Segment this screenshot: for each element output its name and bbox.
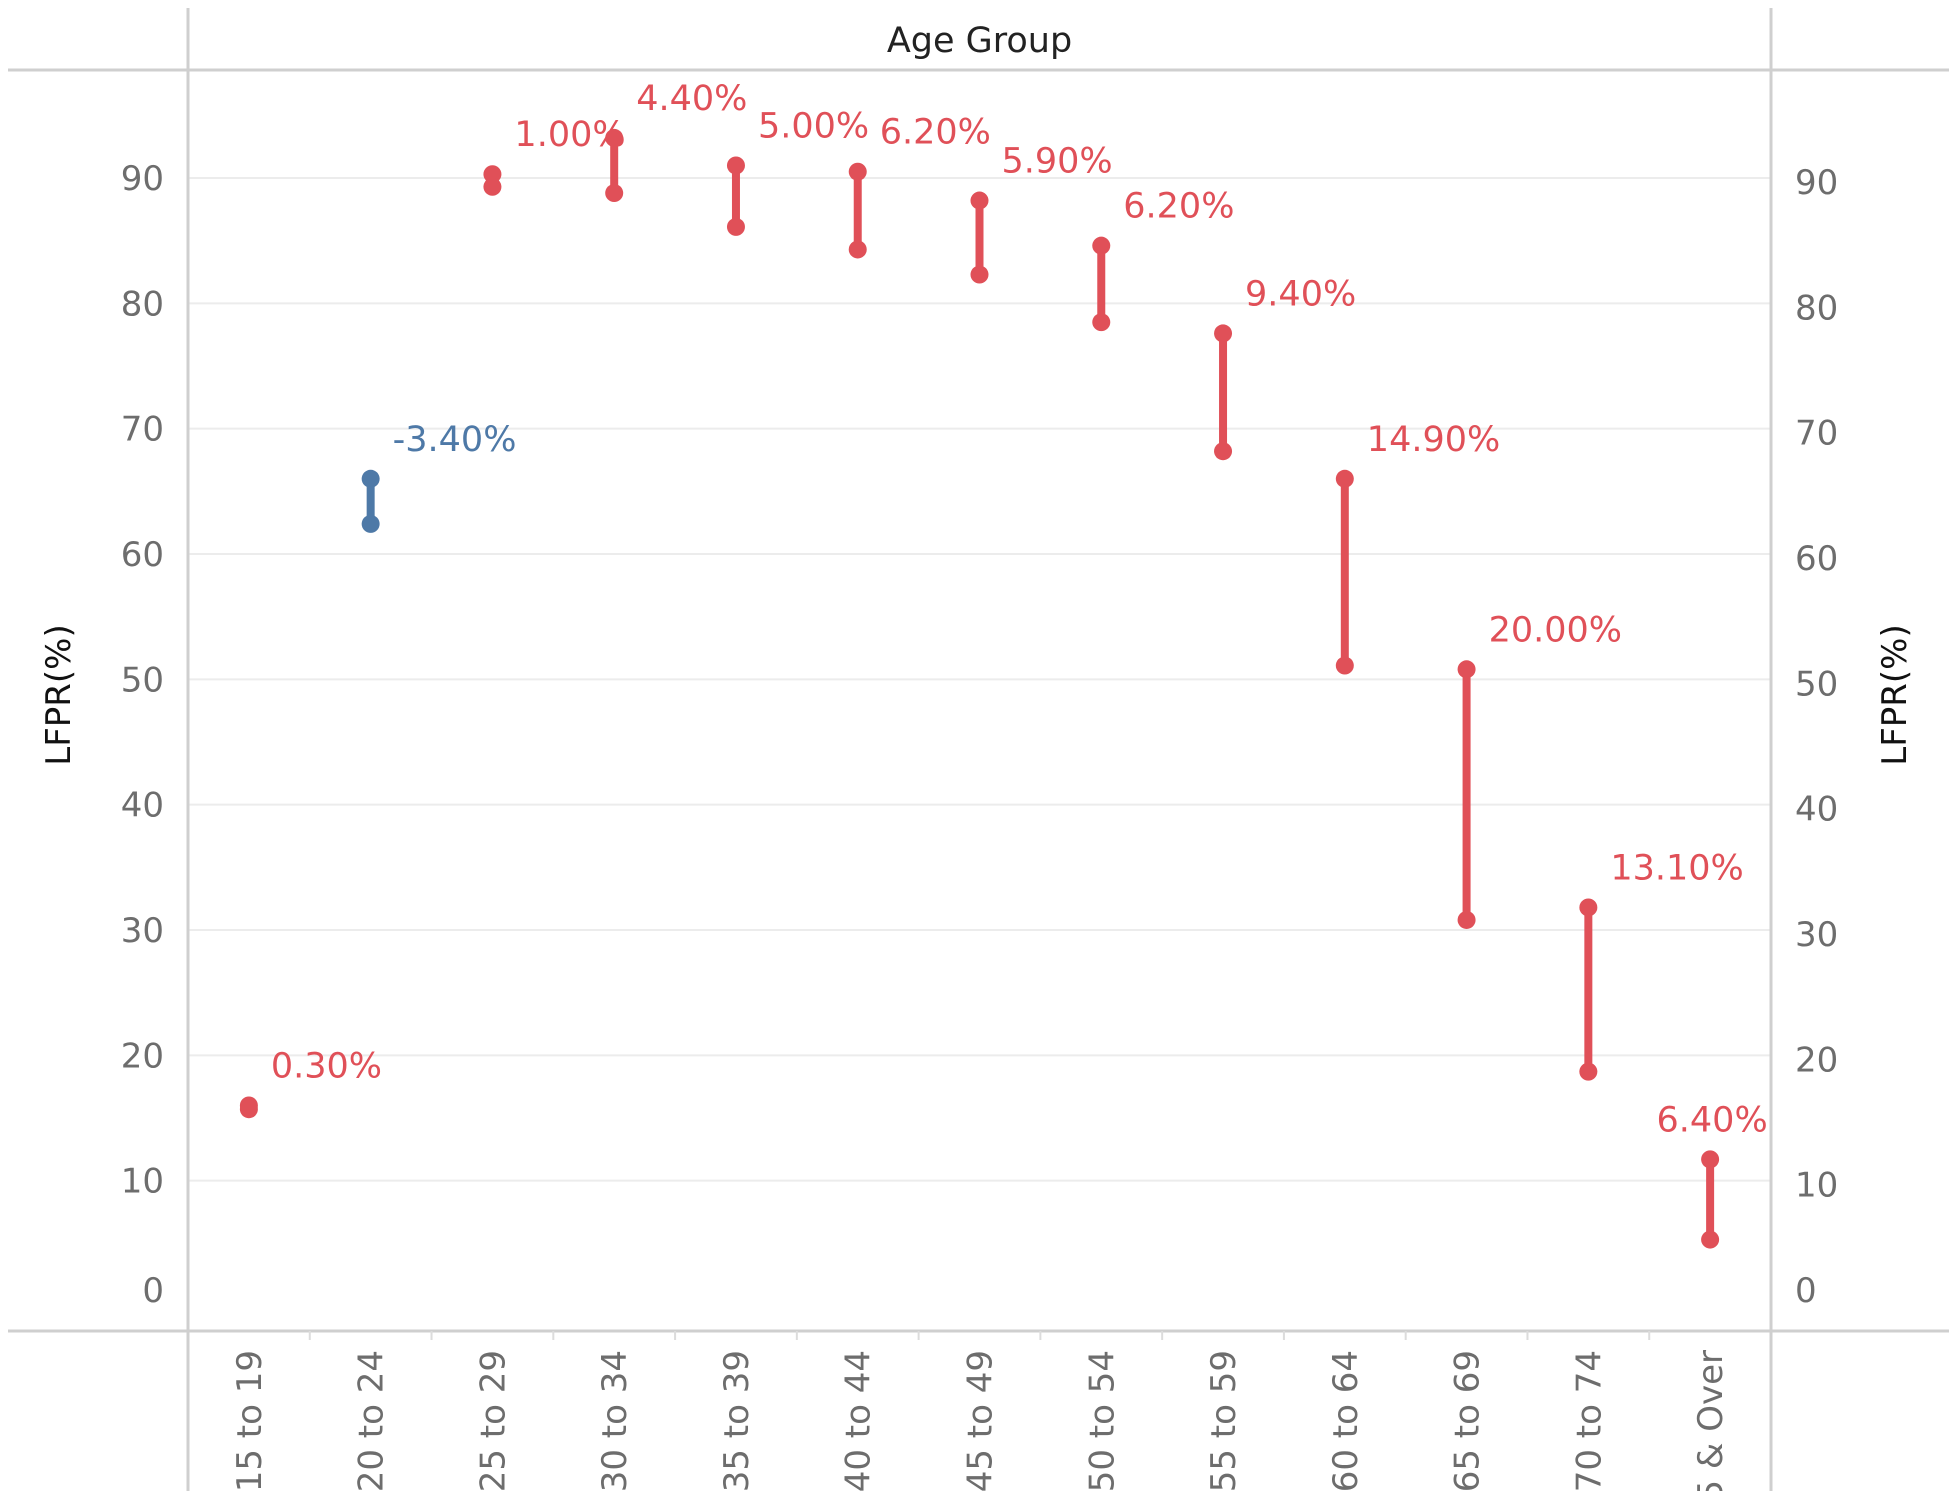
lower-point: [970, 265, 989, 284]
y-tick-label-right: 30: [1795, 915, 1838, 955]
y-tick-label-right: 0: [1795, 1271, 1817, 1311]
x-tick-label: 45 to 49: [961, 1350, 1001, 1491]
x-tick-label: 20 to 24: [352, 1350, 392, 1491]
chart-frame: [8, 8, 1949, 1491]
y-tick-label-left: 80: [121, 284, 164, 324]
y-tick-label-left: 60: [121, 535, 164, 575]
upper-point: [726, 156, 745, 175]
data-label: 20.00%: [1489, 610, 1622, 650]
upper-point: [1092, 236, 1111, 255]
x-tick-label: 70 to 74: [1569, 1350, 1609, 1491]
dumbbell-55-to-59: 9.40%: [1214, 274, 1356, 461]
y-tick-label-left: 0: [142, 1271, 164, 1311]
lower-point: [1579, 1062, 1598, 1081]
dumbbell-75-over: 6.40%: [1657, 1100, 1768, 1249]
x-tick-label: 30 to 34: [595, 1350, 635, 1491]
dumbbell-65-to-69: 20.00%: [1457, 610, 1622, 929]
dumbbell-70-to-74: 13.10%: [1579, 848, 1744, 1081]
dumbbell-35-to-39: 5.00%: [726, 106, 869, 236]
upper-point: [483, 165, 502, 184]
y-tick-label-right: 20: [1795, 1040, 1838, 1080]
x-tick-label: 25 to 29: [473, 1350, 513, 1491]
lower-point: [1457, 910, 1476, 929]
dumbbell-20-to-24: -3.40%: [361, 420, 517, 533]
data-label: 6.20%: [1123, 187, 1234, 227]
data-label: 9.40%: [1245, 274, 1356, 314]
y-axis-title-right: LFPR(%): [1875, 624, 1915, 765]
dumbbell-marks: 0.30%-3.40%1.00%4.40%5.00% 6.20%5.90%6.20…: [239, 79, 1768, 1249]
y-tick-label-left: 20: [121, 1036, 164, 1076]
x-axis-labels: 15 to 19 20 to 24 25 to 29 30 to 34 35 to 39…: [230, 1350, 1731, 1491]
y-tick-label-right: 90: [1795, 163, 1838, 203]
data-label: 0.30%: [271, 1046, 382, 1086]
y-tick-label-left: 40: [121, 786, 164, 826]
right-y-axis: 0 10 20 30 40 50 60 70 80 90: [1795, 163, 1838, 1311]
dumbbell-50-to-54: 6.20%: [1092, 187, 1234, 332]
data-label: -3.40%: [393, 420, 517, 460]
upper-point: [1214, 324, 1233, 343]
data-label: 6.40%: [1657, 1100, 1768, 1140]
dumbbell-45-to-49: 5.90%: [970, 142, 1113, 284]
x-tick-label: 35 to 39: [717, 1350, 757, 1491]
data-label: 6.20%: [880, 113, 991, 153]
upper-point: [605, 128, 624, 147]
upper-point: [361, 469, 380, 488]
y-tick-label-right: 80: [1795, 288, 1838, 328]
lower-point: [1214, 442, 1233, 461]
y-tick-label-left: 70: [121, 410, 164, 450]
dumbbell-15-to-19: 0.30%: [239, 1046, 382, 1119]
lower-point: [1092, 313, 1111, 332]
data-label: 5.00%: [758, 106, 869, 146]
lower-point: [605, 184, 624, 203]
y-tick-label-right: 60: [1795, 539, 1838, 579]
y-tick-label-right: 50: [1795, 664, 1838, 704]
y-tick-label-left: 50: [121, 660, 164, 700]
lower-point: [1701, 1230, 1720, 1249]
data-label: 5.90%: [1002, 142, 1113, 182]
left-y-axis: 0 10 20 30 40 50 60 70 80 90: [121, 159, 164, 1311]
data-label: 13.10%: [1610, 848, 1743, 888]
gridlines: [188, 177, 1771, 1182]
x-tick-label: 50 to 54: [1082, 1350, 1122, 1491]
upper-point: [1335, 469, 1354, 488]
x-tick-label: 65 to 69: [1448, 1350, 1488, 1491]
dumbbell-25-to-29: 1.00%: [483, 115, 626, 196]
lower-point: [848, 240, 867, 259]
upper-point: [970, 191, 989, 210]
y-tick-label-right: 40: [1795, 790, 1838, 830]
data-label: 14.90%: [1367, 420, 1500, 460]
y-tick-label-right: 70: [1795, 414, 1838, 454]
upper-point: [848, 162, 867, 181]
y-tick-label-left: 10: [121, 1162, 164, 1202]
y-axis-title-left: LFPR(%): [39, 624, 79, 765]
upper-point: [1457, 660, 1476, 679]
lower-point: [726, 217, 745, 236]
upper-point: [1579, 898, 1598, 917]
lower-point: [361, 514, 380, 533]
y-tick-label-left: 30: [121, 911, 164, 951]
x-tick-label: 15 to 19: [230, 1350, 270, 1491]
lower-point: [239, 1100, 258, 1119]
dumbbell-60-to-64: 14.90%: [1335, 420, 1500, 675]
column-header-title: Age Group: [887, 21, 1072, 61]
x-tick-label: 75 & Over: [1691, 1350, 1731, 1491]
data-label: 4.40%: [636, 79, 747, 119]
x-tick-label: 60 to 64: [1326, 1350, 1366, 1491]
dumbbell-40-to-44: 6.20%: [848, 113, 991, 259]
lower-point: [1335, 656, 1354, 675]
lower-point: [483, 177, 502, 196]
upper-point: [1701, 1150, 1720, 1169]
x-tick-label: 40 to 44: [839, 1350, 879, 1491]
x-tick-label: 55 to 59: [1204, 1350, 1244, 1491]
y-tick-label-left: 90: [121, 159, 164, 199]
dumbbell-30-to-34: 4.40%: [605, 79, 747, 203]
y-tick-label-right: 10: [1795, 1166, 1838, 1206]
